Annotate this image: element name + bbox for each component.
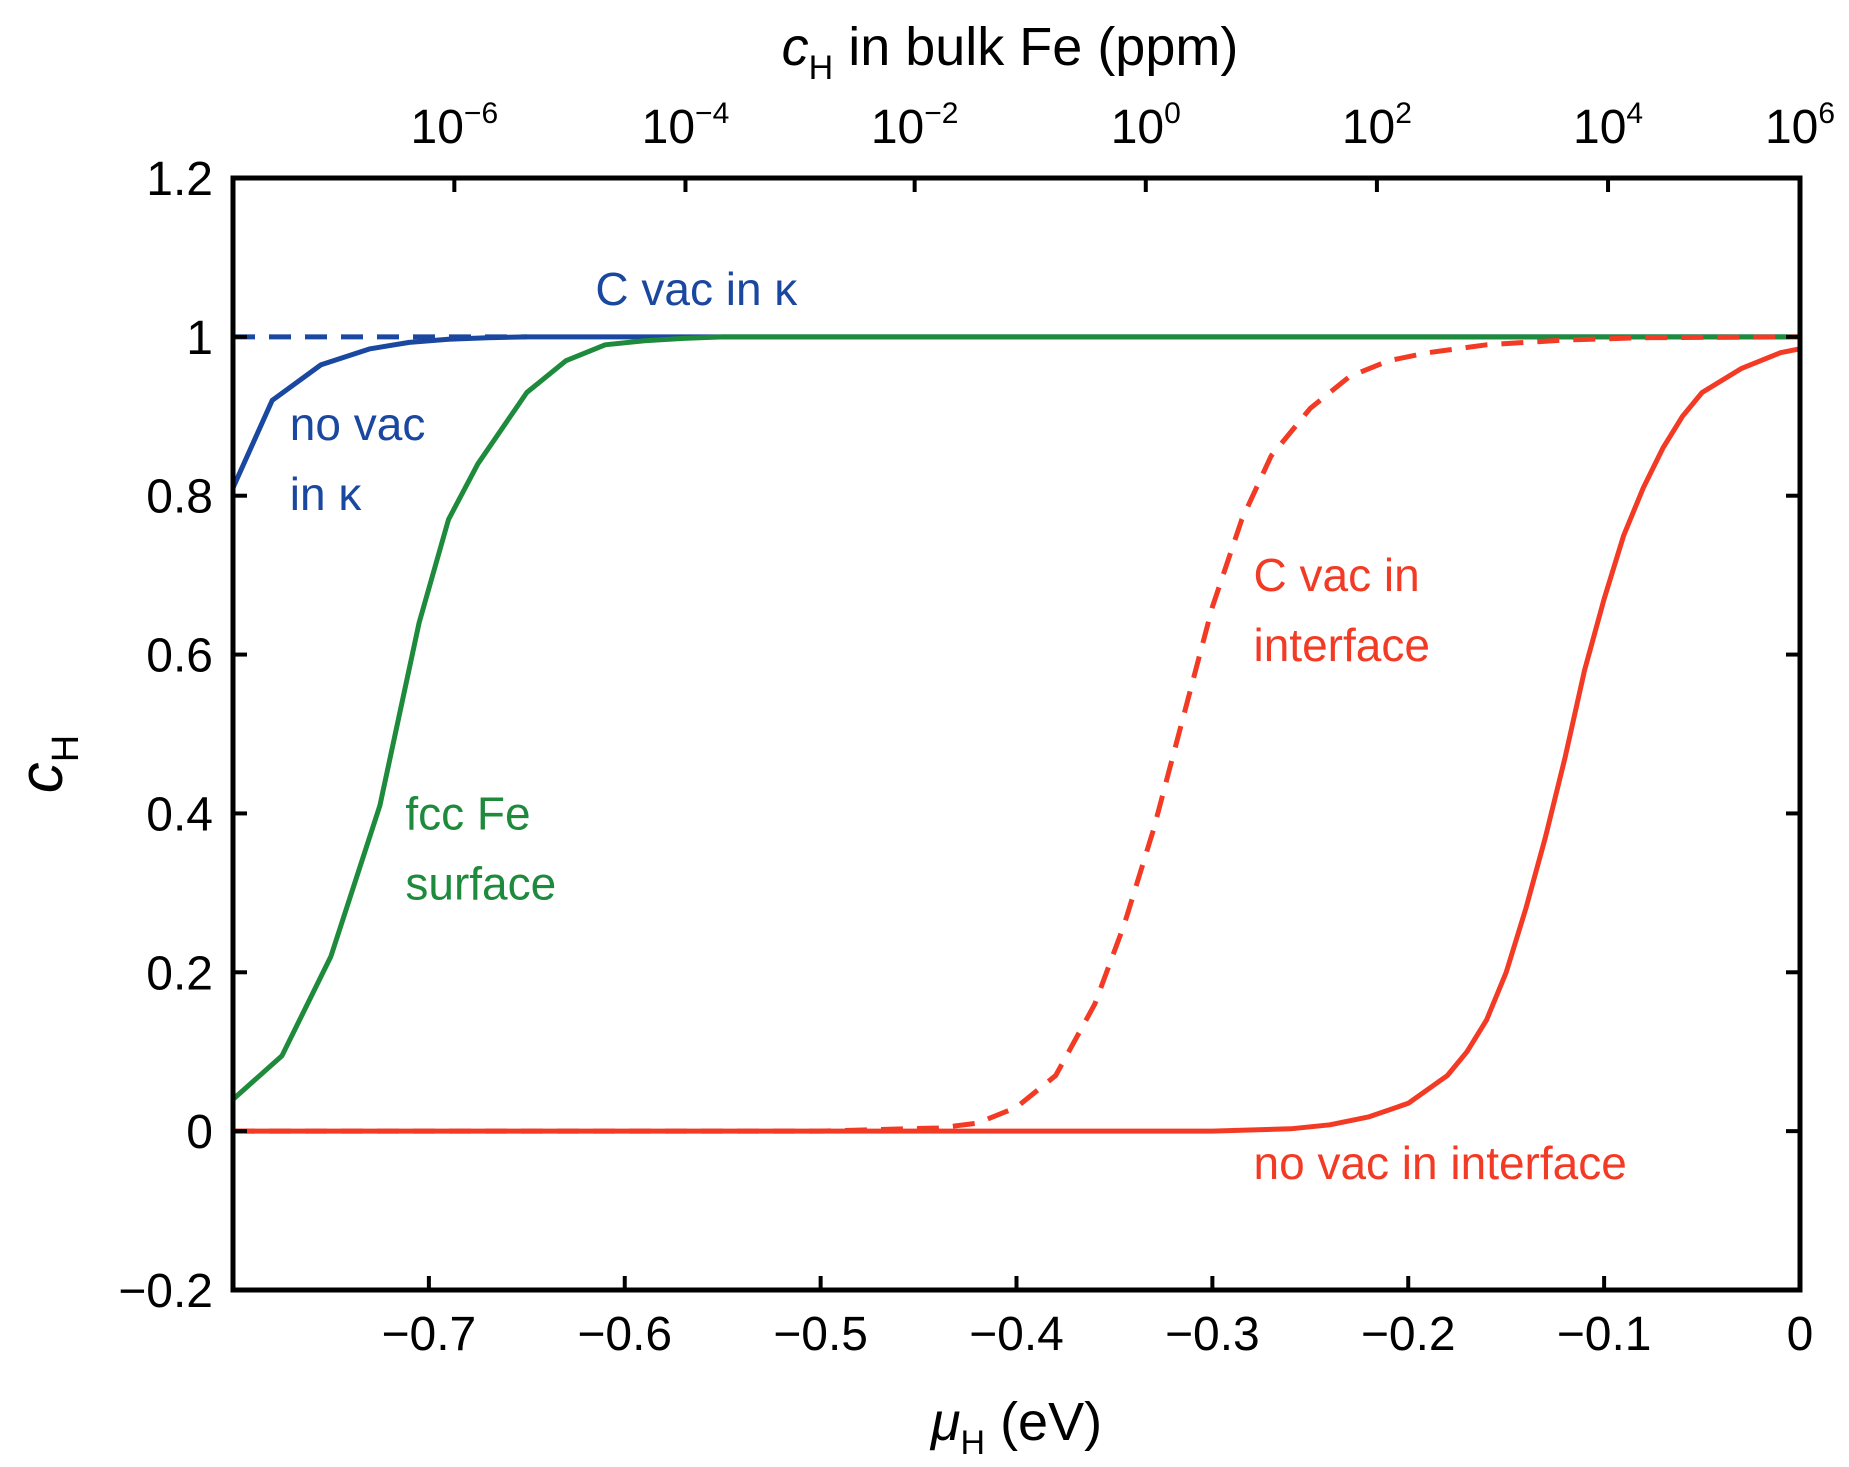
y-tick-label: 1.2 [146, 153, 213, 206]
y-tick-label: 0.6 [146, 630, 213, 683]
y-tick-label: 0 [186, 1106, 213, 1159]
top-tick-label: 102 [1342, 97, 1412, 154]
x-tick-label: 0 [1787, 1308, 1814, 1361]
x-tick-label: −0.5 [773, 1308, 868, 1361]
y-tick-label: 0.2 [146, 947, 213, 1000]
series-no-vac-in-interface [233, 346, 1800, 1134]
x-tick-label: −0.6 [577, 1308, 672, 1361]
top-tick-label: 106 [1765, 97, 1835, 154]
y-tick-label: −0.2 [118, 1265, 213, 1318]
series-no-vac-in [233, 334, 1800, 489]
x-tick-label: −0.7 [381, 1308, 476, 1361]
series-c-vac-in-interface [233, 334, 1800, 1134]
top-tick-label: 104 [1573, 97, 1643, 154]
annotation-c-vac-in: C vac in κ [595, 263, 798, 315]
series-layer [233, 334, 1800, 1134]
x-tick-label: −0.1 [1557, 1308, 1652, 1361]
x-axis-title: μH (eV) [929, 1392, 1102, 1462]
annotation-no-vac-in: no vac in κ [290, 398, 426, 520]
annotation-layer: C vac in κ no vac in κ fcc Fe surface C vac i… [290, 263, 1627, 1189]
y-axis-title: cH [7, 735, 87, 793]
top-tick-label: 10−4 [642, 97, 730, 154]
top-tick-label: 10−2 [871, 97, 959, 154]
top-tick-label: 10−6 [411, 97, 499, 154]
annotation-c-vac-in-interface: C vac in interface [1254, 549, 1430, 671]
top-axis-title: cH in bulk Fe (ppm) [782, 17, 1239, 87]
x-tick-label: −0.3 [1165, 1308, 1260, 1361]
series-fcc-fe-surface [233, 334, 1800, 1102]
annotation-no-vac-in-interface: no vac in interface [1254, 1137, 1627, 1189]
top-tick-label: 100 [1111, 97, 1181, 154]
x-tick-label: −0.4 [969, 1308, 1064, 1361]
plot-frame [230, 175, 1803, 1293]
y-tick-label: 0.4 [146, 788, 213, 841]
axis-layer: −0.7 −0.6 −0.5 −0.4 −0.3 −0.2 −0.1 0 −0.2 0 0.2 0.4… [7, 17, 1835, 1462]
annotation-fcc-fe-surface: fcc Fe surface [405, 787, 556, 909]
y-tick-label: 0.8 [146, 471, 213, 524]
y-tick-label: 1 [186, 312, 213, 365]
x-tick-label: −0.2 [1361, 1308, 1456, 1361]
